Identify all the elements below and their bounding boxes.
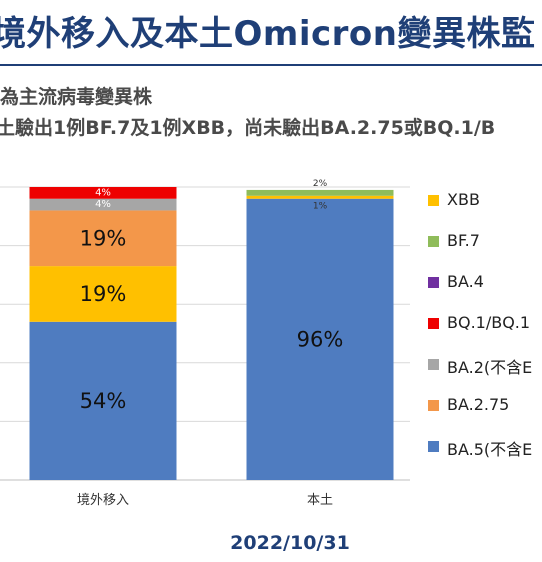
report-date: 2022/10/31: [230, 532, 350, 554]
data-label: 2%: [313, 179, 328, 189]
bar-segment: [29, 210, 177, 267]
legend-label: BA.2.75: [447, 395, 510, 414]
title-band: 境外移入及本土Omicron變異株監: [0, 0, 542, 66]
x-tick-label: 境外移入: [77, 493, 129, 508]
legend-swatch: [428, 441, 439, 452]
data-label: 54%: [80, 389, 127, 413]
legend-label: XBB: [447, 190, 480, 209]
stacked-bar-chart: 54% 19% 19% 4%4% 境外移入 96% 1% 2% 本土: [0, 179, 410, 508]
legend-label: BF.7: [447, 231, 480, 250]
legend-label: BA.5(不含E: [447, 440, 533, 459]
data-label: 4%: [95, 187, 111, 198]
legend-swatch: [428, 318, 439, 329]
subtitle-line-1: 為主流病毒變異株: [0, 86, 153, 108]
data-label: 19%: [80, 282, 127, 306]
data-label: 96%: [297, 327, 344, 351]
page-title: 境外移入及本土Omicron變異株監: [0, 14, 536, 54]
bar-segment: [246, 189, 394, 196]
subtitle-line-2: 土驗出1例BF.7及1例XBB，尚未驗出BA.2.75或BQ.1/B: [0, 117, 496, 139]
legend-swatch: [428, 277, 439, 288]
legend-swatch: [428, 236, 439, 247]
bar-segment: [29, 187, 177, 199]
legend-swatch: [428, 359, 439, 370]
data-label: 1%: [313, 202, 328, 212]
data-label: 19%: [80, 226, 127, 250]
legend-label: BQ.1/BQ.1: [447, 313, 531, 332]
legend-swatch: [428, 195, 439, 206]
legend-swatch: [428, 400, 439, 411]
x-tick-label: 本土: [307, 493, 333, 508]
data-label: 4%: [95, 199, 111, 210]
legend-label: BA.4: [447, 272, 484, 291]
bar-segment: [29, 321, 177, 480]
bar-segment: [246, 195, 394, 199]
bar-segment: [29, 198, 177, 211]
bar-segment: [246, 198, 394, 480]
legend-label: BA.2(不含E: [447, 358, 533, 377]
title-underline: [0, 64, 542, 66]
bar-segment: [29, 266, 177, 322]
